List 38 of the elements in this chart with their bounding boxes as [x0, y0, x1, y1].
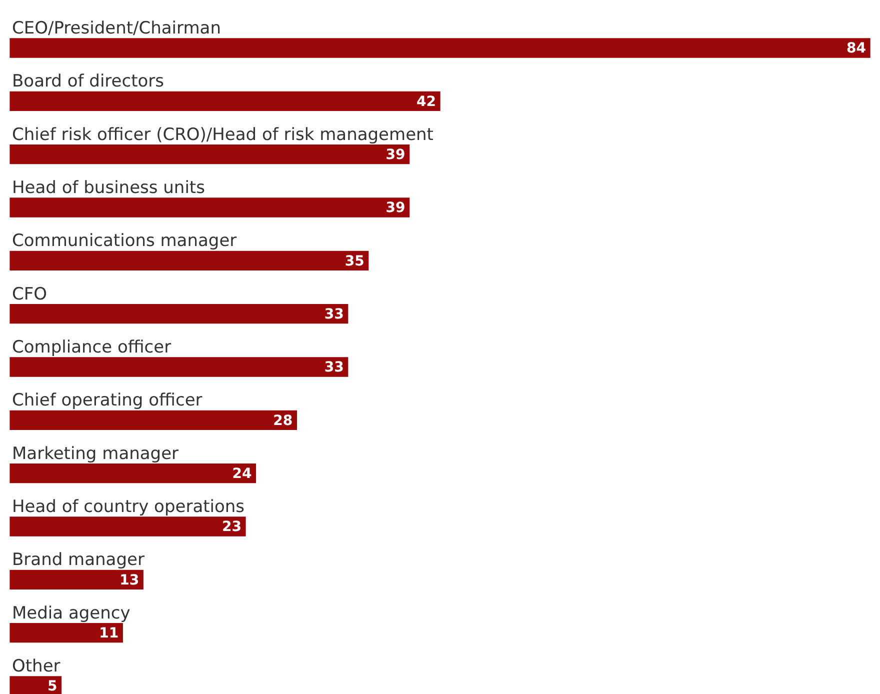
data-label: 35	[344, 253, 364, 270]
bar	[10, 570, 144, 590]
bar	[10, 304, 348, 324]
y-tick-label: Head of business units	[12, 178, 206, 198]
y-tick-label: CFO	[12, 284, 48, 304]
data-label: 42	[416, 94, 436, 110]
data-label: 28	[273, 412, 293, 429]
bar	[10, 144, 410, 164]
bar	[10, 410, 297, 430]
y-tick-label: Communications manager	[12, 231, 237, 252]
y-tick-label: Chief risk officer (CRO)/Head of risk management	[12, 124, 434, 145]
data-label: 84	[846, 40, 866, 57]
y-tick-label: Chief operating officer	[12, 390, 202, 411]
y-tick-label: CEO/President/Chairman	[12, 18, 221, 38]
y-tick-label: Board of directors	[12, 72, 164, 92]
data-label: 11	[99, 625, 119, 642]
data-label: 33	[324, 306, 344, 322]
bar	[10, 623, 123, 643]
y-tick-label: Compliance officer	[12, 338, 172, 358]
data-label: 39	[386, 200, 406, 216]
bar	[10, 516, 246, 536]
y-tick-label: Brand manager	[12, 550, 144, 570]
data-label: 23	[222, 519, 242, 536]
data-label: 39	[386, 146, 406, 163]
y-tick-label: Media agency	[12, 603, 130, 624]
y-tick-label: Marketing manager	[12, 444, 179, 464]
bar	[10, 250, 369, 270]
bar	[10, 464, 256, 484]
y-tick-label: Head of country operations	[12, 497, 245, 517]
bar	[10, 357, 348, 377]
data-label: 24	[232, 466, 252, 482]
bar	[10, 198, 410, 218]
bar	[10, 38, 870, 58]
bar	[10, 91, 440, 111]
data-label: 33	[324, 360, 344, 376]
data-label: 5	[47, 678, 58, 694]
data-label: 13	[120, 572, 140, 588]
y-tick-label: Other	[12, 656, 60, 676]
